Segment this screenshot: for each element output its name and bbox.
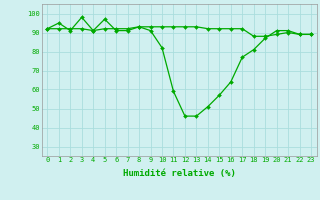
X-axis label: Humidité relative (%): Humidité relative (%)	[123, 169, 236, 178]
